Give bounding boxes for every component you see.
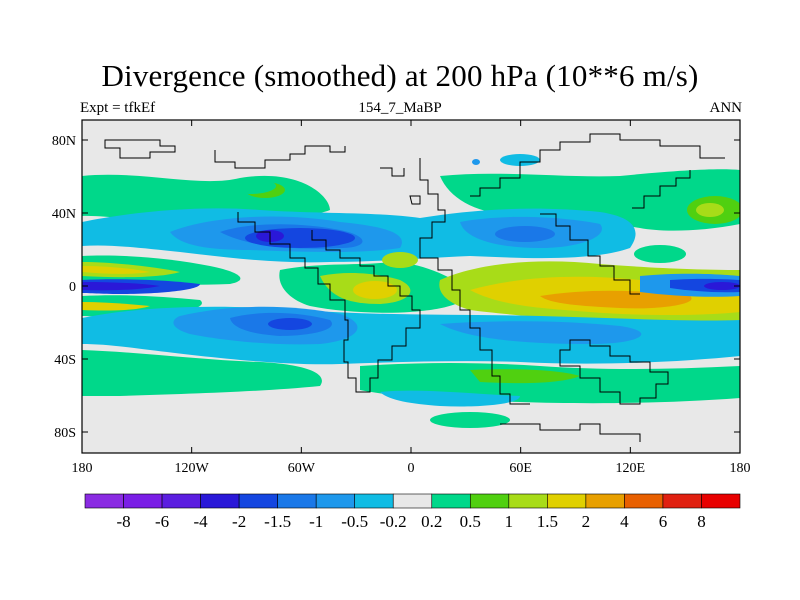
colorbar-swatch <box>662 493 702 509</box>
colorbar-label: -8 <box>116 512 130 531</box>
colorbar-swatch <box>469 493 510 509</box>
colorbar-label: -6 <box>155 512 169 531</box>
x-tick-label: 60E <box>509 461 532 476</box>
colorbar-swatch <box>354 493 394 509</box>
y-tick-label: 80N <box>52 134 76 149</box>
x-tick-label: 120E <box>616 461 646 476</box>
colorbar-label: -1 <box>309 512 323 531</box>
y-tick-label: 0 <box>69 280 76 295</box>
x-tick-label: 120W <box>175 461 210 476</box>
colorbar-swatch <box>585 493 625 509</box>
colorbar-swatch <box>431 493 471 509</box>
y-tick-label: 40N <box>52 207 76 222</box>
colorbar-swatch <box>701 493 741 509</box>
map-title: Divergence (smoothed) at 200 hPa (10**6 … <box>101 58 699 93</box>
colorbar-swatch <box>123 493 163 509</box>
colorbar-label: -2 <box>232 512 246 531</box>
colorbar-swatch <box>392 493 433 509</box>
colorbar-label: 1.5 <box>537 512 558 531</box>
colorbar-swatch <box>238 493 278 509</box>
colorbar-label: 4 <box>620 512 629 531</box>
colorbar-swatch <box>161 493 201 509</box>
divergence-field <box>82 120 740 453</box>
coastline-outlines <box>104 133 725 442</box>
colorbar-label: 8 <box>697 512 706 531</box>
colorbar-label: -1.5 <box>264 512 291 531</box>
colorbar-swatch <box>624 493 664 509</box>
case-label: 154_7_MaBP <box>358 100 442 116</box>
y-tick-label: 80S <box>54 426 76 441</box>
colorbar-label: 0.2 <box>421 512 442 531</box>
colorbar-swatch <box>508 493 548 509</box>
x-tick-label: 0 <box>408 461 415 476</box>
colorbar-label: -0.2 <box>380 512 407 531</box>
colorbar-swatch <box>547 493 587 509</box>
colorbar-label: 0.5 <box>460 512 481 531</box>
season-label: ANN <box>709 100 743 116</box>
colorbar-label: -4 <box>194 512 209 531</box>
experiment-label: Expt = tfkEf <box>80 100 156 116</box>
colorbar-label: -0.5 <box>341 512 368 531</box>
y-tick-label: 40S <box>54 353 76 368</box>
colorbar-swatch <box>200 493 240 509</box>
colorbar-swatch <box>277 493 317 509</box>
x-tick-label: 60W <box>288 461 316 476</box>
colorbar-label: 1 <box>505 512 514 531</box>
x-tick-label: 180 <box>72 461 93 476</box>
colorbar-swatch <box>315 493 356 509</box>
colorbar-label: 6 <box>659 512 668 531</box>
colorbar: -8 -6 -4 -2 -1.5 -1 -0.5 -0.2 0.2 0.5 1 1.5 2 4 6 8 <box>84 493 741 531</box>
colorbar-swatch <box>84 493 124 509</box>
x-tick-label: 180 <box>730 461 751 476</box>
map-axes: 180 120W 60W 0 60E 120E 180 80N 40N 0 40S 80S <box>52 120 751 476</box>
colorbar-label: 2 <box>582 512 591 531</box>
